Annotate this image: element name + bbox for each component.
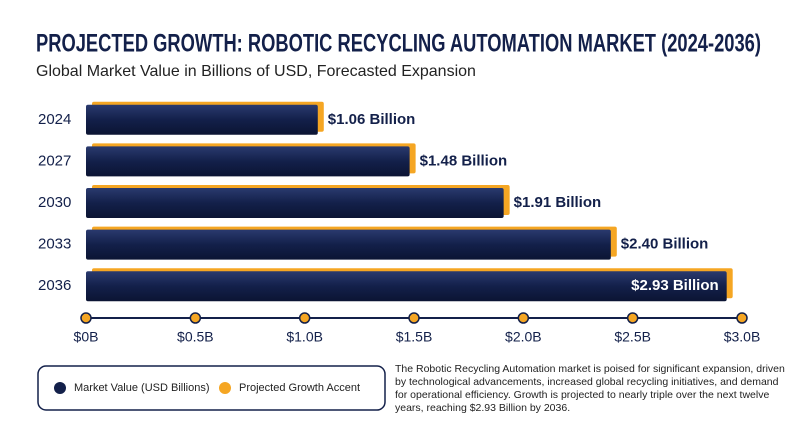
legend-swatch — [54, 382, 66, 394]
description: The Robotic Recycling Automation market … — [395, 363, 785, 414]
x-tick-mark — [80, 312, 92, 324]
y-tick-label: 2033 — [38, 236, 71, 253]
chart-subtitle: Global Market Value in Billions of USD, … — [36, 63, 476, 80]
x-tick-label: $2.0B — [505, 329, 542, 345]
bar — [86, 271, 727, 302]
legend-label: Projected Growth Accent — [239, 382, 360, 394]
x-tick-mark — [298, 312, 311, 324]
chart-title: PROJECTED GROWTH: ROBOTIC RECYCLING AUTO… — [36, 30, 761, 58]
bar — [86, 229, 611, 260]
legend-label: Market Value (USD Billions) — [74, 382, 210, 394]
data-label: $1.91 Billion — [514, 194, 602, 211]
x-tick-label: $0B — [74, 329, 99, 345]
x-tick-mark — [517, 312, 530, 324]
y-tick-label: 2024 — [38, 111, 71, 128]
bar — [86, 146, 410, 177]
x-tick-mark — [408, 312, 420, 324]
data-label: $2.93 Billion — [631, 277, 719, 294]
x-tick-label: $1.5B — [396, 329, 433, 345]
legend-swatch — [219, 382, 231, 394]
x-tick-label: $0.5B — [177, 329, 214, 345]
y-tick-label: 2027 — [38, 152, 71, 169]
x-tick-label: $3.0B — [724, 329, 761, 345]
y-tick-label: 2036 — [38, 277, 71, 294]
legend-box — [37, 365, 386, 411]
data-label: $2.40 Billion — [621, 236, 709, 253]
y-tick-label: 2030 — [38, 194, 71, 211]
x-tick-mark — [736, 312, 748, 324]
x-tick-mark — [189, 312, 202, 324]
data-label: $1.48 Billion — [420, 152, 508, 169]
x-tick-mark — [626, 312, 639, 324]
x-tick-label: $2.5B — [614, 329, 651, 345]
bar — [86, 188, 504, 218]
x-tick-label: $1.0B — [286, 329, 323, 345]
bar — [86, 104, 318, 135]
data-label: $1.06 Billion — [328, 111, 416, 128]
